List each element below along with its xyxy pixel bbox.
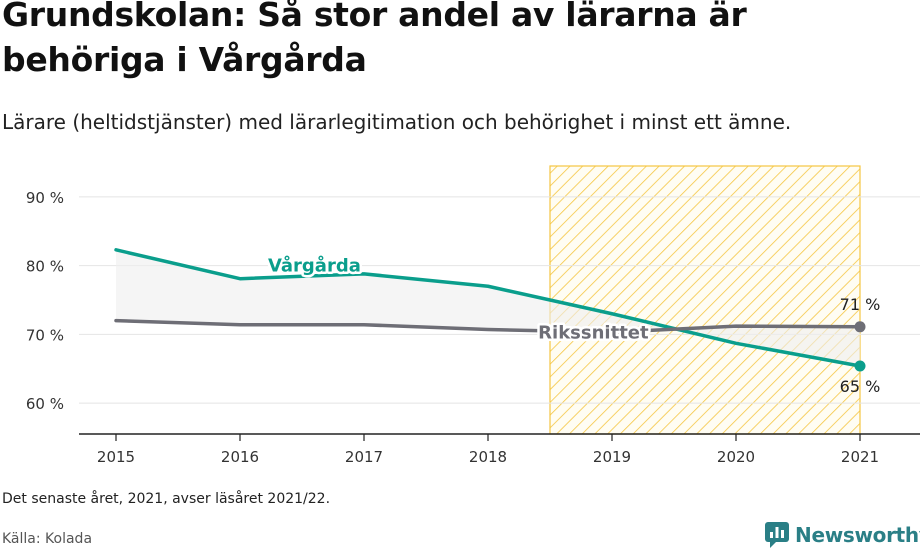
newsworthy-brand: Newsworthy xyxy=(765,519,920,551)
newsworthy-logo-icon xyxy=(765,522,789,548)
footnote: Det senaste året, 2021, avser läsåret 20… xyxy=(2,491,331,507)
end-label-rikssnittet: 71 % xyxy=(840,295,881,314)
y-tick-label: 90 % xyxy=(26,189,64,207)
x-tick-label: 2021 xyxy=(841,448,879,466)
source-note: Källa: Kolada xyxy=(2,531,93,547)
end-marker-vargarda xyxy=(854,360,866,372)
chart-subtitle: Lärare (heltidstjänster) med lärarlegiti… xyxy=(2,110,792,134)
y-tick-label: 60 % xyxy=(26,395,64,413)
x-tick-label: 2018 xyxy=(469,448,507,466)
x-tick-label: 2020 xyxy=(717,448,755,466)
series-label-vargarda: Vårgårda xyxy=(268,255,361,277)
x-tick-label: 2017 xyxy=(345,448,383,466)
difference-area xyxy=(116,249,860,366)
end-marker-rikssnittet xyxy=(854,321,866,333)
x-tick-label: 2015 xyxy=(97,448,135,466)
brand-name: Newsworthy xyxy=(795,523,920,547)
x-tick-label: 2019 xyxy=(593,448,631,466)
chart-title: Grundskolan: Så stor andel av lärarna är… xyxy=(2,0,747,79)
highlight-period xyxy=(549,165,861,435)
line-chart: 60 % 70 % 80 % 90 % 65 % 71 % Vårgårda Rikssnit… xyxy=(26,165,920,466)
series-label-rikssnittet: Rikssnittet xyxy=(538,322,649,343)
y-tick-label: 80 % xyxy=(26,258,64,276)
y-tick-label: 70 % xyxy=(26,326,64,344)
end-label-vargarda: 65 % xyxy=(840,377,881,396)
x-tick-label: 2016 xyxy=(221,448,259,466)
